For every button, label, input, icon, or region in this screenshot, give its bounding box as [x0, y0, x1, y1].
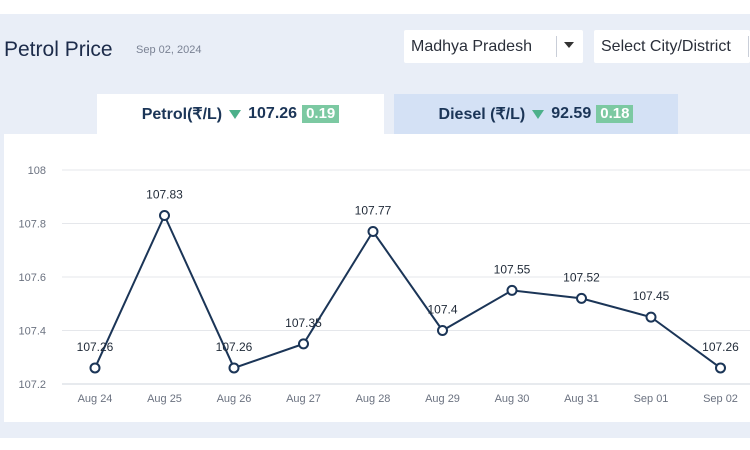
data-point — [298, 338, 309, 350]
city-dropdown[interactable]: Select City/District — [594, 30, 750, 63]
data-label: 107.55 — [494, 262, 531, 276]
x-tick-label: Sep 02 — [703, 393, 738, 405]
x-tick-label: Aug 28 — [356, 393, 391, 405]
tab-diesel-change-badge: 0.18 — [596, 105, 634, 123]
y-tick-label: 107.2 — [18, 379, 46, 391]
data-label: 107.45 — [633, 289, 670, 303]
data-point — [159, 209, 170, 221]
data-label: 107.77 — [355, 204, 392, 218]
data-point — [367, 226, 379, 238]
page-title: Petrol Price — [4, 38, 113, 61]
data-label: 107.83 — [146, 187, 183, 201]
series-line — [94, 213, 722, 370]
price-line-chart: 107.2 107.4 107.6 107.8 108 Aug 24 Aug 25 Aug 2… — [18, 165, 750, 405]
price-down-icon — [532, 109, 545, 119]
x-tick-label: Aug 26 — [217, 393, 252, 405]
dropdown-divider — [748, 36, 749, 57]
price-chart: 107.2 107.4 107.6 107.8 108 Aug 24 Aug 25 Aug 2… — [4, 134, 750, 422]
price-down-icon — [229, 109, 242, 119]
tab-diesel-price: 92.59 — [551, 105, 592, 122]
state-dropdown-value: Madhya Pradesh — [411, 38, 532, 55]
data-label: 107.26 — [216, 340, 253, 354]
data-label: 107.4 — [427, 303, 457, 317]
data-point — [506, 284, 518, 296]
x-tick-label: Aug 24 — [78, 393, 113, 405]
data-label: 107.26 — [702, 340, 739, 354]
x-tick-label: Aug 25 — [147, 393, 182, 405]
data-point — [228, 362, 240, 374]
tab-petrol[interactable]: Petrol(₹/L) 107.26 0.19 — [97, 94, 384, 134]
state-dropdown[interactable]: Madhya Pradesh — [404, 30, 583, 63]
price-date: Sep 02, 2024 — [136, 44, 202, 56]
x-tick-label: Aug 27 — [286, 393, 321, 405]
data-label: 107.52 — [563, 270, 600, 284]
x-tick-label: Aug 29 — [425, 393, 460, 405]
data-label: 107.35 — [285, 316, 322, 330]
x-tick-label: Aug 30 — [495, 393, 530, 405]
chevron-down-icon[interactable] — [564, 42, 574, 48]
data-point — [645, 311, 657, 323]
y-tick-label: 108 — [28, 165, 46, 177]
y-tick-label: 107.4 — [18, 326, 46, 338]
tab-petrol-label: Petrol(₹/L) — [141, 106, 223, 123]
data-point — [715, 362, 726, 374]
data-point — [437, 325, 448, 336]
data-label: 107.26 — [77, 340, 114, 354]
dropdown-divider — [556, 36, 557, 57]
tab-diesel[interactable]: Diesel (₹/L) 92.59 0.18 — [394, 94, 678, 134]
data-point — [576, 292, 587, 304]
tab-petrol-change-badge: 0.19 — [302, 105, 340, 123]
tab-diesel-label: Diesel (₹/L) — [438, 106, 526, 123]
data-point — [89, 362, 101, 374]
y-tick-label: 107.8 — [18, 219, 46, 231]
x-tick-label: Sep 01 — [634, 393, 669, 405]
y-tick-label: 107.6 — [18, 272, 46, 284]
x-tick-label: Aug 31 — [564, 393, 599, 405]
tab-petrol-price: 107.26 — [248, 105, 298, 122]
city-dropdown-placeholder: Select City/District — [601, 38, 731, 55]
